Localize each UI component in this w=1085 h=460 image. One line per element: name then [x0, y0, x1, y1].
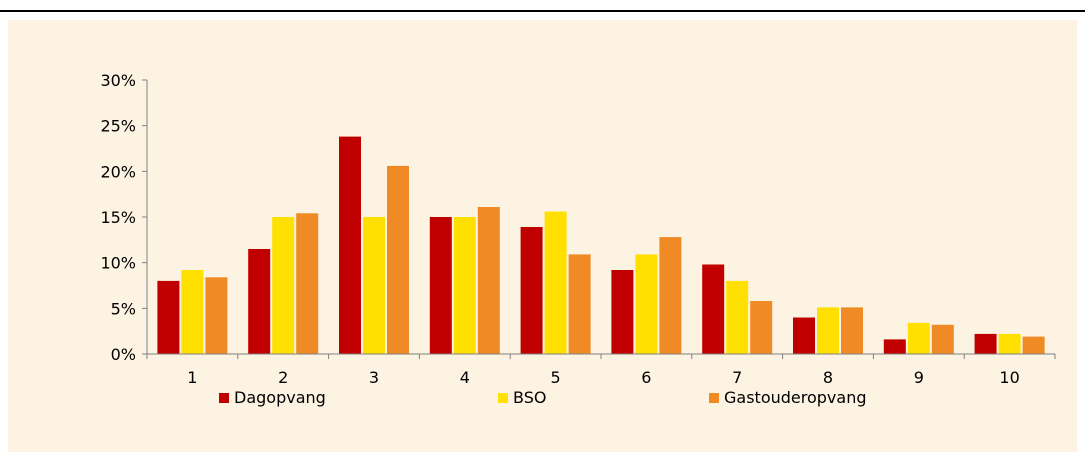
bar-bso-4 [453, 217, 476, 354]
bar-bso-1 [181, 270, 204, 354]
axes-group: 0% 5% 10% 15% 20% 25% 30% 1 2 3 4 5 6 7 8 9 10 [100, 71, 1056, 387]
bar-dagopvang-10 [974, 333, 997, 354]
bar-bso-7 [726, 280, 749, 354]
bar-dagopvang-9 [883, 339, 906, 354]
y-tick-label: 20% [100, 162, 136, 181]
top-rule [0, 10, 1085, 12]
bar-dagopvang-3 [339, 136, 361, 354]
bar-dagopvang-1 [157, 280, 180, 354]
x-tick-label: 7 [732, 368, 742, 387]
chart-panel: 0% 5% 10% 15% 20% 25% 30% 1 2 3 4 5 6 7 8 9 10 Dagopvang… [8, 20, 1077, 452]
legend-swatch-dagopvang [219, 393, 229, 403]
bar-dagopvang-8 [793, 317, 815, 354]
x-tick-label: 9 [914, 368, 924, 387]
legend: Dagopvang BSO Gastouderopvang [219, 388, 866, 407]
x-tick-label: 2 [278, 368, 288, 387]
y-tick-label: 25% [100, 117, 136, 136]
legend-label-bso: BSO [513, 388, 546, 407]
bar-dagopvang-5 [520, 227, 543, 354]
legend-label-dagopvang: Dagopvang [234, 388, 326, 407]
bars-group [157, 136, 1045, 354]
x-tick-label: 6 [641, 368, 651, 387]
y-tick-label: 30% [100, 71, 136, 90]
x-tick-label: 1 [187, 368, 197, 387]
bar-gastouderopvang-3 [387, 165, 409, 354]
bar-gastouderopvang-1 [205, 277, 228, 354]
bar-dagopvang-7 [702, 264, 725, 354]
y-tick-label: 0% [111, 345, 136, 364]
bar-gastouderopvang-8 [841, 307, 863, 354]
legend-swatch-gastouderopvang [709, 393, 719, 403]
x-tick-label: 3 [369, 368, 379, 387]
y-tick-label: 15% [100, 208, 136, 227]
bar-bso-6 [635, 254, 658, 354]
bar-chart: 0% 5% 10% 15% 20% 25% 30% 1 2 3 4 5 6 7 8 9 10 Dagopvang… [8, 20, 1077, 452]
y-tick-label: 10% [100, 254, 136, 273]
bar-dagopvang-2 [248, 249, 271, 354]
x-tick-label: 10 [999, 368, 1019, 387]
bar-bso-3 [363, 217, 385, 354]
bar-gastouderopvang-4 [477, 207, 500, 354]
bar-bso-9 [907, 322, 930, 354]
bar-gastouderopvang-6 [659, 237, 682, 354]
bar-bso-8 [817, 307, 839, 354]
bar-bso-5 [544, 211, 567, 354]
x-tick-label: 8 [823, 368, 833, 387]
legend-label-gastouderopvang: Gastouderopvang [724, 388, 866, 407]
bar-gastouderopvang-9 [931, 324, 954, 354]
bar-gastouderopvang-2 [296, 213, 319, 354]
bar-dagopvang-6 [611, 270, 634, 354]
bar-gastouderopvang-10 [1022, 336, 1045, 354]
bar-bso-10 [998, 333, 1021, 354]
x-tick-label: 5 [551, 368, 561, 387]
bar-gastouderopvang-5 [568, 254, 591, 354]
legend-swatch-bso [498, 393, 508, 403]
bar-bso-2 [272, 217, 295, 354]
y-tick-label: 5% [111, 299, 136, 318]
x-tick-label: 4 [460, 368, 470, 387]
bar-gastouderopvang-7 [750, 301, 773, 354]
bar-dagopvang-4 [429, 217, 452, 354]
